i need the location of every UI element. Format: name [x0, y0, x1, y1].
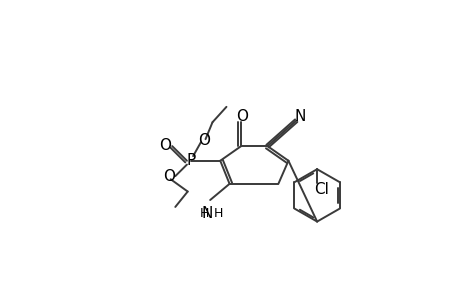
Text: N: N	[201, 206, 213, 221]
Text: H: H	[199, 207, 208, 220]
Text: P: P	[186, 153, 195, 168]
Text: O: O	[163, 169, 175, 184]
Text: N: N	[294, 109, 305, 124]
Text: Cl: Cl	[313, 182, 329, 197]
Text: O: O	[197, 133, 209, 148]
Text: O: O	[159, 138, 171, 153]
Text: O: O	[235, 110, 247, 124]
Text: H: H	[213, 207, 223, 220]
